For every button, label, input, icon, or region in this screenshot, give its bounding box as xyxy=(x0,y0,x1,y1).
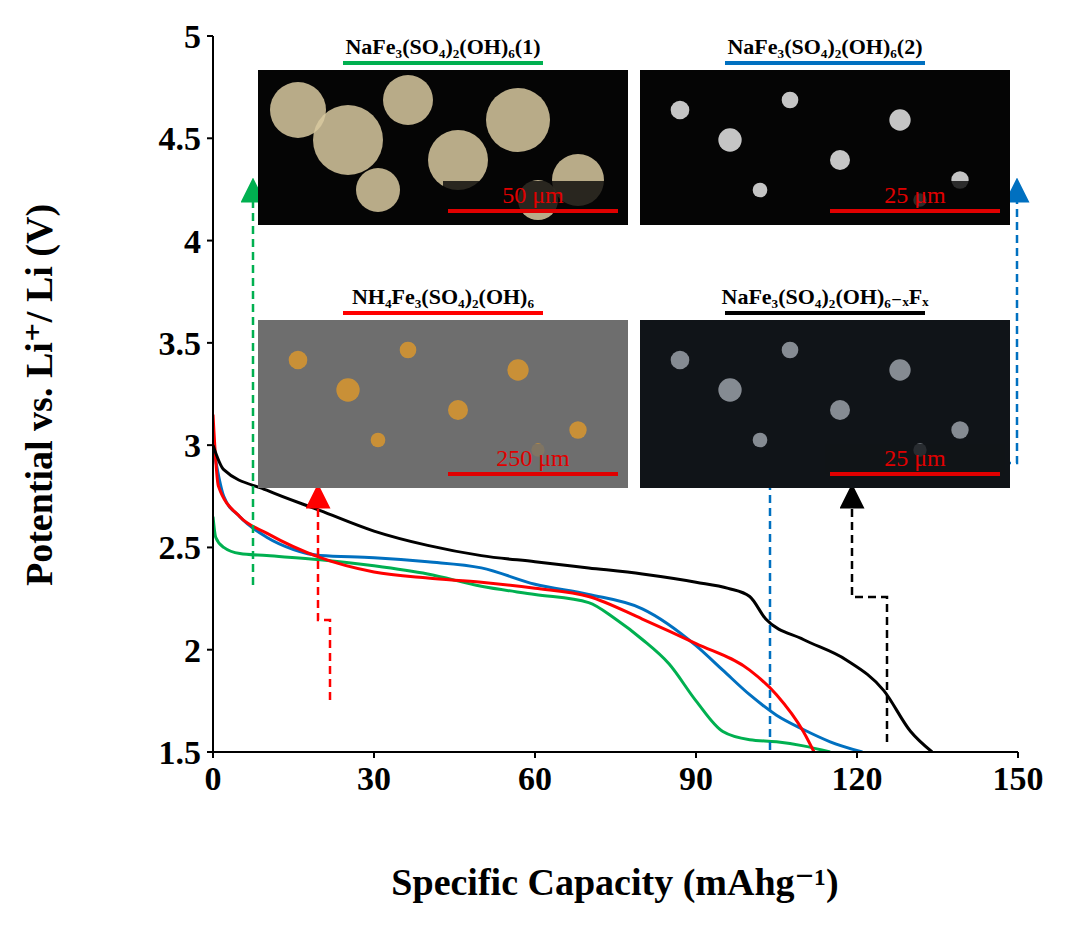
svg-text:NaFe₃(SO₄)₂(OH)₆(2): NaFe₃(SO₄)₂(OH)₆(2) xyxy=(727,34,922,59)
svg-text:50 μm: 50 μm xyxy=(502,182,564,208)
svg-text:2.5: 2.5 xyxy=(159,529,202,566)
svg-text:250 μm: 250 μm xyxy=(496,445,570,471)
svg-text:3.5: 3.5 xyxy=(159,325,202,362)
svg-text:60: 60 xyxy=(518,760,552,797)
svg-text:4: 4 xyxy=(184,223,201,260)
svg-text:0: 0 xyxy=(205,760,222,797)
svg-text:25 μm: 25 μm xyxy=(884,182,946,208)
svg-text:90: 90 xyxy=(679,760,713,797)
svg-text:3: 3 xyxy=(184,427,201,464)
svg-text:NaFe₃(SO₄)₂(OH)₆(1): NaFe₃(SO₄)₂(OH)₆(1) xyxy=(345,34,540,59)
svg-text:5: 5 xyxy=(184,18,201,55)
svg-text:Potential vs. Li⁺/ Li (V): Potential vs. Li⁺/ Li (V) xyxy=(18,204,61,586)
svg-text:4.5: 4.5 xyxy=(159,120,202,157)
svg-text:150: 150 xyxy=(993,760,1044,797)
svg-text:Specific Capacity (mAhg⁻¹): Specific Capacity (mAhg⁻¹) xyxy=(391,861,838,904)
svg-text:1.5: 1.5 xyxy=(159,734,202,771)
svg-text:120: 120 xyxy=(832,760,883,797)
svg-text:30: 30 xyxy=(357,760,391,797)
svg-text:25 μm: 25 μm xyxy=(884,445,946,471)
svg-text:NH₄Fe₃(SO₄)₂(OH)₆: NH₄Fe₃(SO₄)₂(OH)₆ xyxy=(352,284,534,309)
svg-text:NaFe₃(SO₄)₂(OH)₆₋ₓFₓ: NaFe₃(SO₄)₂(OH)₆₋ₓFₓ xyxy=(722,284,930,309)
svg-text:2: 2 xyxy=(184,632,201,669)
